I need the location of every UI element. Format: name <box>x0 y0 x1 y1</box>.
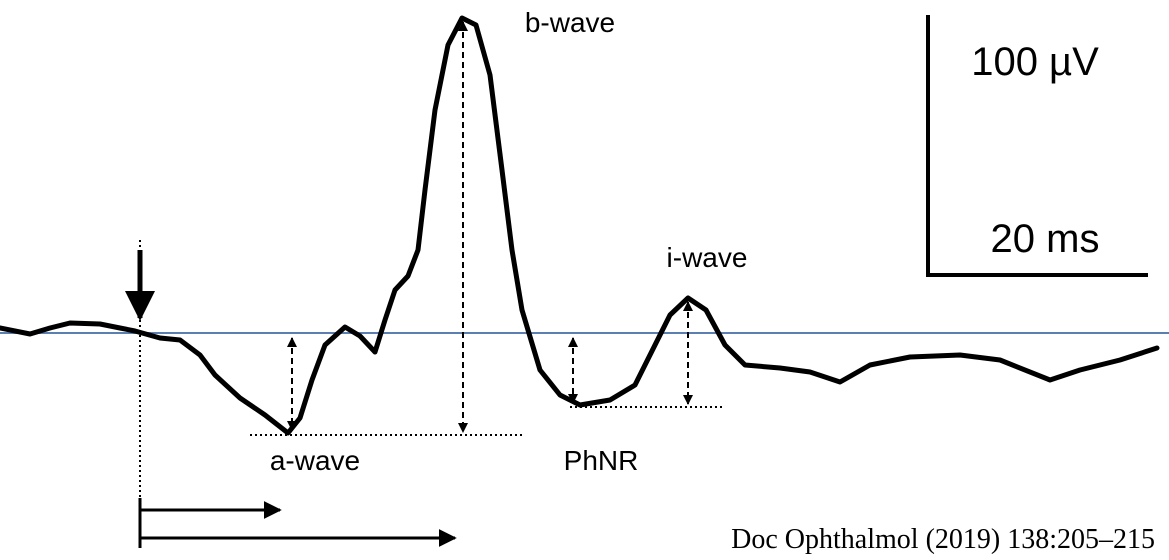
amplitude-scale: 100 µV <box>971 40 1099 84</box>
b-wave-label: b-wave <box>525 7 615 38</box>
a-wave-label: a-wave <box>270 445 360 476</box>
i-wave-label: i-wave <box>667 242 748 273</box>
time-scale: 20 ms <box>991 217 1100 261</box>
waveform <box>0 15 1160 436</box>
scale-bar <box>926 15 1148 277</box>
citation: Doc Ophthalmol (2019) 138:205–215 <box>731 524 1155 555</box>
phnr-label: PhNR <box>564 445 639 476</box>
